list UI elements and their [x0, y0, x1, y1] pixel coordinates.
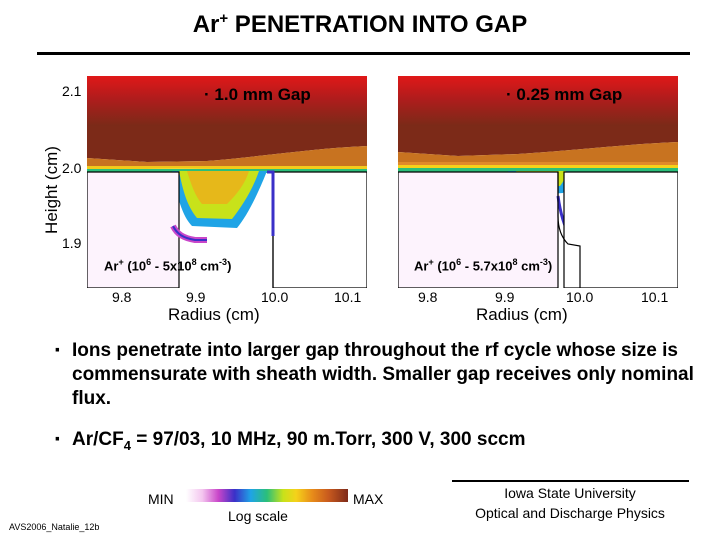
y-axis-label: Height (cm) — [42, 146, 61, 234]
bullet-dot: · — [506, 85, 517, 104]
y-tick-2-1: 2.1 — [62, 83, 82, 99]
colorbar — [186, 489, 348, 502]
panel-2-ion-label: Ar+ (106 - 5.7x108 cm-3) — [414, 257, 553, 274]
x-tick-10-0: 10.0 — [261, 289, 289, 305]
plot-panel-025mm — [398, 76, 678, 288]
x-axis-label-1: Radius (cm) — [168, 305, 260, 324]
footer-university: Iowa State University — [504, 485, 636, 501]
x-tick-9-8: 9.8 — [112, 289, 132, 305]
x-tick-10-0: 10.0 — [566, 289, 594, 305]
slide-code: AVS2006_Natalie_12b — [9, 522, 100, 532]
x-axis-label-2: Radius (cm) — [476, 305, 568, 324]
footer-divider — [452, 480, 689, 482]
plot-panel-1mm — [87, 76, 367, 288]
slide-title: Ar+ PENETRATION INTO GAP — [192, 10, 528, 38]
footer-group: Optical and Discharge Physics — [475, 505, 665, 521]
bullet-1-symbol: · — [54, 337, 62, 364]
colorbar-max-label: MAX — [353, 491, 384, 507]
panel-1-ion-label: Ar+ (106 - 5x108 cm-3) — [104, 257, 232, 274]
panel-1-caption: · 1.0 mm Gap — [204, 85, 311, 104]
bullet-1-text: Ions penetrate into larger gap throughou… — [72, 340, 694, 409]
bullet-dot: · — [204, 85, 215, 104]
x-tick-9-9: 9.9 — [495, 289, 515, 305]
colorbar-min-label: MIN — [148, 491, 174, 507]
x-tick-9-8: 9.8 — [418, 289, 438, 305]
y-tick-2-0: 2.0 — [62, 160, 82, 176]
x-tick-9-9: 9.9 — [186, 289, 206, 305]
panel-2-caption: · 0.25 mm Gap — [506, 85, 623, 104]
colorbar-scale-label: Log scale — [228, 508, 288, 524]
bullet-2-symbol: · — [54, 426, 62, 453]
x-tick-10-1: 10.1 — [641, 289, 669, 305]
x-tick-10-1: 10.1 — [334, 289, 362, 305]
y-tick-1-9: 1.9 — [62, 235, 82, 251]
bullet-2-text: Ar/CF4 = 97/03, 10 MHz, 90 m.Torr, 300 V… — [72, 429, 526, 453]
title-divider — [37, 52, 690, 55]
